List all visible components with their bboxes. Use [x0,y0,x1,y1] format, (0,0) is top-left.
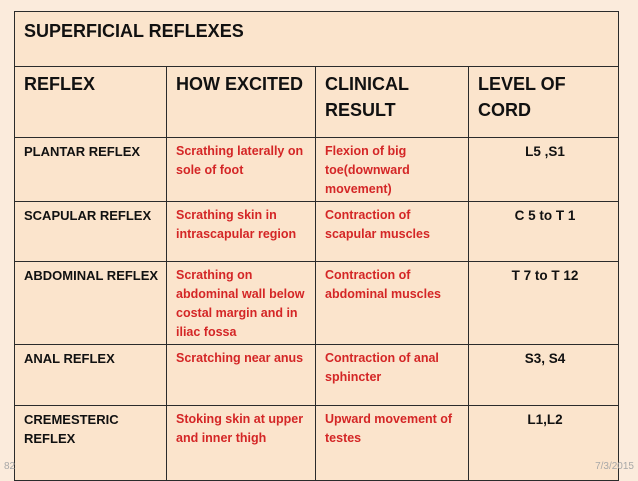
reflex-cell: ABDOMINAL REFLEX [14,261,167,345]
table-row: SCAPULAR REFLEX Scrathing skin in intras… [14,201,620,262]
table-row: ABDOMINAL REFLEX Scrathing on abdominal … [14,261,620,345]
reflex-cell: CREMESTERIC REFLEX [14,405,167,481]
how-excited-cell: Scratching near anus [166,344,316,406]
table-row: ANAL REFLEX Scratching near anus Contrac… [14,344,620,406]
column-header-level-of-cord: LEVEL OF CORD [467,66,620,138]
column-header-reflex: REFLEX [14,66,167,138]
column-header-clinical-result: CLINICAL RESULT [315,66,469,138]
level-cell: T 7 to T 12 [467,261,620,345]
table-header-row: REFLEX HOW EXCITED CLINICAL RESULT LEVEL… [14,66,620,138]
clinical-result-cell: Flexion of big toe(downward movement) [315,137,469,202]
how-excited-cell: Scrathing skin in intrascapular region [166,201,316,262]
reflex-table: SUPERFICIAL REFLEXES REFLEX HOW EXCITED … [13,11,620,481]
reflex-cell: ANAL REFLEX [14,344,167,406]
clinical-result-cell: Contraction of scapular muscles [315,201,469,262]
slide-date: 7/3/2015 [595,461,634,472]
reflex-cell: SCAPULAR REFLEX [14,201,167,262]
table-row: PLANTAR REFLEX Scrathing laterally on so… [14,137,620,202]
table-title: SUPERFICIAL REFLEXES [13,11,620,67]
slide-number: 82 [4,461,16,472]
level-cell: L1,L2 [467,405,620,481]
level-cell: C 5 to T 1 [467,201,620,262]
how-excited-cell: Scrathing on abdominal wall below costal… [166,261,316,345]
how-excited-cell: Stoking skin at upper and inner thigh [166,405,316,481]
clinical-result-cell: Contraction of anal sphincter [315,344,469,406]
level-cell: L5 ,S1 [467,137,620,202]
level-cell: S3, S4 [467,344,620,406]
column-header-how-excited: HOW EXCITED [166,66,316,138]
clinical-result-cell: Contraction of abdominal muscles [315,261,469,345]
table-row: CREMESTERIC REFLEX Stoking skin at upper… [14,405,620,481]
table-title-row: SUPERFICIAL REFLEXES [13,11,620,67]
how-excited-cell: Scrathing laterally on sole of foot [166,137,316,202]
clinical-result-cell: Upward movement of testes [315,405,469,481]
reflex-cell: PLANTAR REFLEX [14,137,167,202]
